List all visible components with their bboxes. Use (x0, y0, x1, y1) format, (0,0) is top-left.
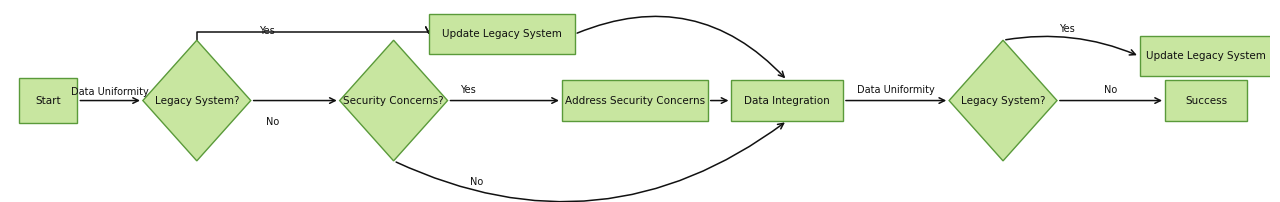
Text: Data Integration: Data Integration (744, 96, 829, 106)
Polygon shape (143, 40, 251, 161)
Text: Legacy System?: Legacy System? (961, 96, 1046, 106)
Polygon shape (339, 40, 448, 161)
Text: No: No (266, 117, 279, 127)
FancyBboxPatch shape (19, 78, 78, 123)
Text: Data Uniformity: Data Uniformity (858, 84, 934, 95)
Text: Yes: Yes (1059, 24, 1074, 34)
Text: Yes: Yes (461, 84, 476, 95)
Text: Yes: Yes (259, 26, 274, 36)
FancyBboxPatch shape (562, 80, 708, 121)
Text: Update Legacy System: Update Legacy System (442, 29, 562, 39)
FancyBboxPatch shape (1165, 80, 1248, 121)
FancyBboxPatch shape (429, 14, 575, 54)
FancyBboxPatch shape (1139, 36, 1272, 76)
Text: Data Uniformity: Data Uniformity (72, 86, 148, 97)
Text: Start: Start (36, 96, 61, 106)
Text: Update Legacy System: Update Legacy System (1147, 51, 1266, 61)
Text: Address Security Concerns: Address Security Concerns (564, 96, 705, 106)
Polygon shape (948, 40, 1057, 161)
FancyBboxPatch shape (731, 80, 844, 121)
Text: No: No (470, 177, 483, 187)
Text: Success: Success (1185, 96, 1228, 106)
Text: No: No (1105, 84, 1117, 95)
Text: Security Concerns?: Security Concerns? (343, 96, 444, 106)
Text: Legacy System?: Legacy System? (155, 96, 239, 106)
